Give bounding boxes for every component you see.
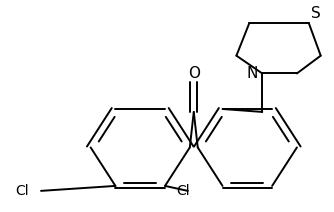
Text: Cl: Cl <box>176 184 190 198</box>
Text: Cl: Cl <box>16 184 29 198</box>
Text: N: N <box>247 66 258 81</box>
Text: O: O <box>188 66 200 81</box>
Text: S: S <box>312 6 321 21</box>
